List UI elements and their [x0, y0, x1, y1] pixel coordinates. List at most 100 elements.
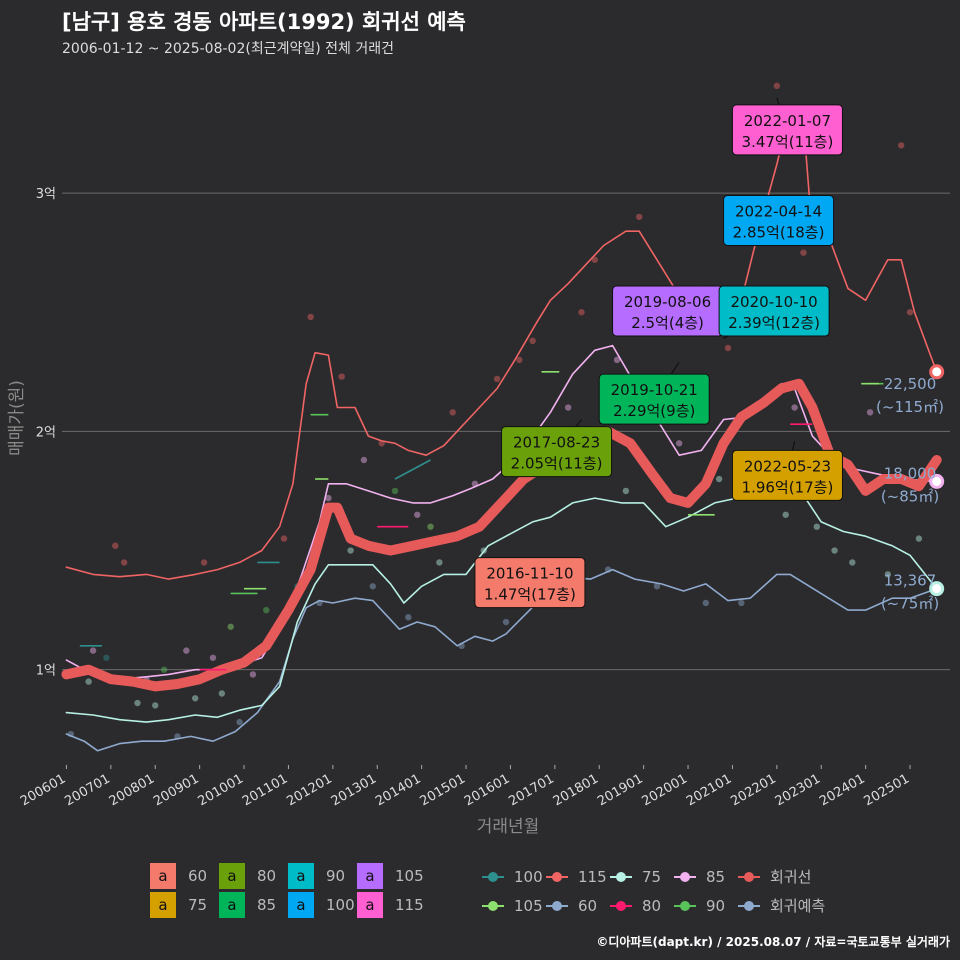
scatter-point: [502, 618, 510, 626]
end-label-value: 13,367: [884, 572, 937, 590]
scatter-point: [675, 440, 683, 447]
legend-point-key: [680, 872, 690, 882]
scatter-point: [773, 82, 781, 90]
annotation-price: 2.85억(18층): [733, 223, 825, 241]
end-markers: [929, 364, 945, 597]
legend-point-key: [680, 901, 690, 911]
legend-point-key: [552, 901, 562, 911]
scatter-point: [85, 678, 92, 685]
legend-label: 115: [578, 868, 607, 886]
scatter-point: [236, 718, 243, 726]
scatter-point: [702, 599, 709, 607]
x-tick-label: 201601: [462, 771, 512, 809]
scatter-point: [307, 313, 314, 321]
annotation-box: [474, 557, 586, 609]
scatter-point: [227, 623, 234, 630]
legend-swatch-glyph: a: [296, 896, 305, 914]
footer-credit: ©디아파트(dapt.kr) / 2025.08.07 / 자료=국토교통부 실…: [596, 935, 950, 949]
legend-label: 75: [188, 896, 207, 914]
end-label-area: (~75㎡): [881, 595, 939, 613]
legend-swatch-glyph: a: [365, 867, 374, 885]
annotation-date: 2017-08-23: [513, 434, 600, 452]
legend-swatch: [357, 892, 383, 918]
scatter-point: [915, 535, 923, 542]
scatter-point: [391, 487, 399, 495]
scatter-point: [89, 647, 97, 654]
scatter-point: [849, 559, 856, 566]
x-axis-label: 거래년월: [477, 817, 540, 837]
scatter-point: [493, 375, 501, 383]
legend-label: 회귀예측: [770, 897, 825, 915]
legend-label: 60: [188, 867, 207, 885]
end-label-value: 22,500: [884, 375, 937, 393]
scatter-point: [192, 695, 199, 702]
end-marker: [929, 364, 945, 380]
legend-point-key: [744, 872, 754, 882]
x-tick-label: 201801: [551, 771, 601, 809]
scatter-point: [738, 599, 745, 607]
scatter-point: [791, 404, 798, 411]
scatter-point: [369, 583, 376, 590]
legend-swatch-glyph: a: [296, 867, 305, 885]
legend-label: 100: [514, 868, 543, 886]
legend-swatch: [150, 863, 176, 889]
legend-point-key: [616, 872, 626, 882]
annotation-price: 1.96억(17층): [742, 478, 834, 496]
scatter-point: [200, 559, 208, 566]
scatter-points: [67, 82, 931, 740]
scatter-point: [906, 309, 914, 316]
regression-line: [61, 378, 942, 692]
series-segment-100: [394, 459, 431, 480]
short-series-segments: [79, 228, 884, 671]
annotation-box: [731, 104, 843, 156]
legend-swatch: [150, 892, 176, 918]
scatter-point: [280, 535, 288, 542]
scatter-point: [724, 344, 732, 352]
legend: a 60 a 80 a 90 a 105 a 75 a 85 a 100 a 115 100 115 75 85 회귀선…: [150, 863, 825, 918]
scatter-point: [120, 559, 128, 566]
legend-label: 90: [706, 897, 725, 915]
x-tick-label: 202101: [684, 771, 734, 809]
end-label-area: (~115㎡): [876, 398, 944, 416]
legend-swatch: [219, 863, 245, 889]
legend-point-key: [488, 901, 498, 911]
scatter-point: [209, 654, 217, 661]
x-tick-label: 200701: [62, 771, 112, 809]
chart-subtitle: 2006-01-12 ~ 2025-08-02(최근계약일) 전체 거래건: [62, 41, 394, 57]
x-axis-ticks: 2006012007012008012009012010012011012012…: [18, 765, 912, 809]
legend-label: 100: [326, 896, 355, 914]
annotation-price: 3.47억(11층): [742, 133, 834, 151]
legend-point-key: [552, 872, 562, 882]
annotation-date: 2022-01-07: [744, 112, 831, 130]
legend-label: 105: [514, 897, 543, 915]
scatter-point: [866, 409, 874, 416]
scatter-point: [436, 559, 443, 566]
y-axis-ticks: 1억 2억 3억: [36, 187, 56, 679]
x-tick-label: 202001: [640, 771, 690, 809]
scatter-point: [183, 647, 190, 654]
annotation-box: [598, 373, 710, 425]
legend-point-key: [744, 901, 754, 911]
x-tick-label: 201501: [418, 771, 468, 809]
x-tick-label: 201001: [196, 771, 246, 809]
annotation-date: 2020-10-10: [731, 293, 818, 311]
scatter-point: [516, 356, 523, 364]
end-marker: [929, 473, 945, 489]
annotations: 2022-01-07 3.47억(11층) 2022-04-14 2.85억(18층)…: [474, 97, 843, 609]
scatter-point: [529, 337, 536, 345]
scatter-point: [800, 249, 807, 256]
annotation-price: 2.39억(12층): [728, 314, 820, 332]
scatter-point: [782, 511, 789, 518]
x-tick-label: 201701: [506, 771, 556, 809]
legend-label: 80: [257, 867, 276, 885]
annotation-date: 2022-05-23: [744, 457, 831, 475]
scatter-point: [613, 356, 621, 364]
scatter-point: [414, 511, 421, 518]
legend-point-key: [616, 901, 626, 911]
x-tick-label: 200901: [151, 771, 201, 809]
scatter-point: [427, 523, 434, 530]
x-tick-label: 202501: [862, 771, 912, 809]
legend-label: 90: [326, 867, 345, 885]
x-tick-label: 201101: [240, 771, 290, 809]
